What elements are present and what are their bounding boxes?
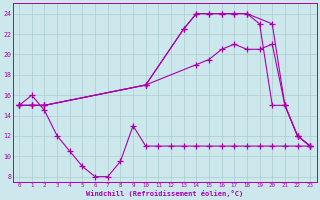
X-axis label: Windchill (Refroidissement éolien,°C): Windchill (Refroidissement éolien,°C) xyxy=(86,190,243,197)
